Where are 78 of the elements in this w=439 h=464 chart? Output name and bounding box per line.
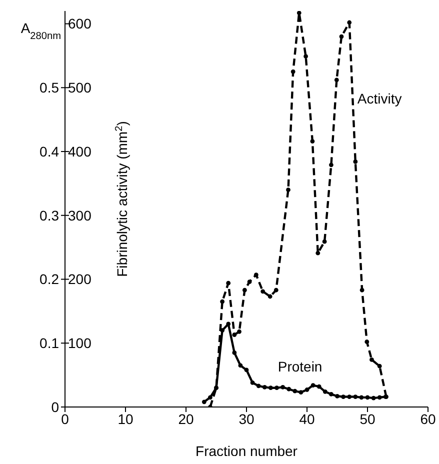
point bbox=[370, 358, 374, 362]
point bbox=[220, 328, 224, 333]
point bbox=[365, 395, 370, 400]
y2-tick-label: 500 bbox=[68, 80, 92, 96]
point bbox=[316, 250, 320, 256]
y-axis-title: A$_{280nm}$ bbox=[20, 20, 61, 42]
point bbox=[353, 160, 358, 164]
y-tick-label: 0.1 bbox=[40, 335, 60, 352]
x-tick-label: 60 bbox=[420, 410, 436, 427]
point bbox=[310, 383, 316, 388]
point bbox=[298, 390, 304, 395]
y2-tick-label: 100 bbox=[68, 335, 92, 352]
point bbox=[377, 364, 382, 368]
point bbox=[347, 394, 352, 399]
series-label: Protein bbox=[278, 358, 322, 374]
point bbox=[208, 395, 212, 400]
point bbox=[254, 272, 258, 277]
point bbox=[347, 20, 352, 25]
point bbox=[359, 395, 364, 400]
point bbox=[377, 395, 382, 400]
point bbox=[310, 139, 315, 144]
x-tick-label: 50 bbox=[360, 410, 376, 427]
point bbox=[274, 288, 278, 292]
point bbox=[286, 386, 292, 392]
point bbox=[268, 294, 272, 299]
y2-tick-label: 400 bbox=[68, 143, 92, 160]
point bbox=[341, 394, 346, 399]
series-label: Activity bbox=[357, 90, 402, 107]
point bbox=[292, 388, 298, 394]
point bbox=[232, 350, 237, 355]
point bbox=[268, 386, 273, 390]
point bbox=[250, 380, 255, 385]
point bbox=[238, 363, 243, 368]
y-tick-label: 0.4 bbox=[40, 143, 60, 160]
point bbox=[220, 299, 224, 304]
point bbox=[364, 340, 370, 344]
point bbox=[296, 11, 302, 16]
point bbox=[244, 368, 249, 372]
y2-tick-label: 300 bbox=[68, 207, 92, 224]
point bbox=[260, 289, 266, 294]
point bbox=[274, 386, 279, 390]
point bbox=[360, 288, 364, 292]
point bbox=[371, 396, 376, 400]
point bbox=[256, 384, 261, 388]
y-tick-label: 0.3 bbox=[40, 207, 60, 224]
point bbox=[304, 388, 310, 392]
point bbox=[202, 400, 206, 404]
y2-tick-label: 600 bbox=[68, 16, 92, 32]
point bbox=[262, 385, 267, 390]
point bbox=[335, 394, 340, 398]
point bbox=[232, 332, 237, 338]
point bbox=[280, 385, 285, 390]
point bbox=[247, 280, 252, 284]
point bbox=[353, 394, 358, 399]
x-tick-label: 20 bbox=[178, 410, 194, 427]
point bbox=[316, 384, 322, 389]
point bbox=[226, 322, 231, 326]
y-tick-label: 0.5 bbox=[40, 80, 60, 96]
x-tick-label: 10 bbox=[118, 410, 134, 427]
y-tick-label: 0 bbox=[51, 398, 60, 415]
point bbox=[304, 54, 308, 59]
point bbox=[329, 162, 334, 168]
x-tick-label: 40 bbox=[299, 410, 315, 427]
point bbox=[286, 188, 290, 192]
point bbox=[322, 389, 328, 394]
y-tick-label: 0.2 bbox=[40, 271, 60, 288]
point bbox=[329, 392, 334, 396]
point bbox=[290, 69, 296, 74]
x-tick-label: 0 bbox=[61, 410, 70, 427]
point bbox=[242, 288, 247, 292]
point bbox=[334, 78, 339, 82]
point bbox=[322, 239, 327, 244]
x-tick-label: 30 bbox=[238, 410, 254, 427]
point bbox=[226, 280, 231, 286]
point bbox=[339, 34, 344, 39]
y2-tick-label: 200 bbox=[68, 271, 92, 288]
x-axis-title: Fraction number bbox=[196, 443, 298, 459]
point bbox=[237, 329, 242, 334]
